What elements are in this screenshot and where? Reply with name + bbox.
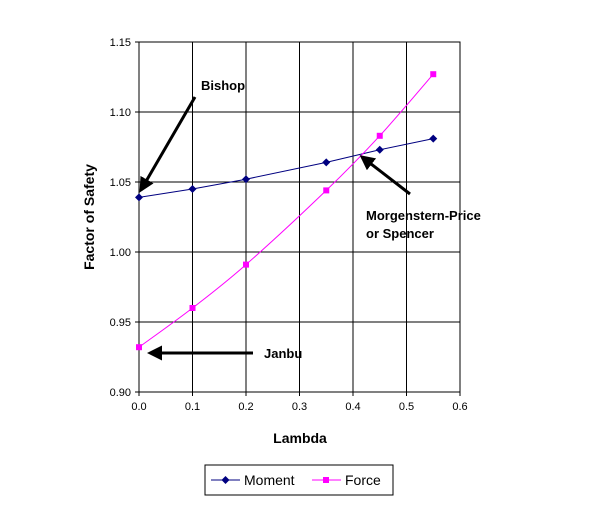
point-moment [429, 134, 438, 143]
y-tick-label: 0.95 [110, 317, 131, 329]
y-tick-label: 1.05 [110, 177, 131, 189]
legend-force-label: Force [345, 472, 381, 488]
series-group [135, 71, 438, 351]
legend-moment-label: Moment [244, 472, 295, 488]
bishop-arrow [139, 96, 197, 193]
x-tick-label: 0.6 [452, 401, 467, 413]
point-moment [135, 193, 143, 202]
point-force [430, 71, 437, 78]
point-moment [188, 185, 197, 193]
point-force [136, 344, 142, 351]
point-force [189, 305, 196, 311]
x-tick-label: 0.5 [399, 401, 414, 413]
plot-frame [138, 41, 461, 393]
annotation-morgenstern: Morgenstern-Price [366, 208, 481, 223]
x-tick-label: 0.1 [185, 401, 200, 413]
legend-force-marker [323, 477, 329, 483]
x-axis-title: Lambda [273, 430, 327, 446]
y-tick-label: 0.90 [110, 387, 131, 399]
annotation-bishop: Bishop [201, 78, 245, 93]
x-tick-label: 0.4 [345, 401, 360, 413]
y-tick-label: 1.10 [110, 107, 131, 119]
point-force [243, 261, 249, 268]
annotation-spencer: or Spencer [366, 226, 434, 241]
y-tick-label: 1.00 [110, 247, 131, 259]
x-tick-label: 0.2 [238, 401, 253, 413]
point-moment [322, 158, 331, 167]
annotation-janbu: Janbu [264, 346, 302, 361]
point-force [376, 132, 383, 139]
y-axis-title: Factor of Safety [81, 164, 97, 270]
series-line-moment [138, 138, 434, 198]
point-moment [375, 145, 384, 154]
x-tick-label: 0.3 [292, 401, 307, 413]
y-tick-labels: 0.90 0.95 1.00 1.05 1.10 1.15 [110, 37, 131, 399]
y-tick-label: 1.15 [110, 37, 131, 49]
x-tick-labels: 0.0 0.1 0.2 0.3 0.4 0.5 0.6 [131, 401, 467, 413]
legend-moment-marker [221, 476, 230, 484]
point-force [323, 187, 330, 194]
x-tick-label: 0.0 [131, 401, 146, 413]
morgenstern-arrow [359, 155, 411, 196]
point-moment [242, 175, 250, 184]
